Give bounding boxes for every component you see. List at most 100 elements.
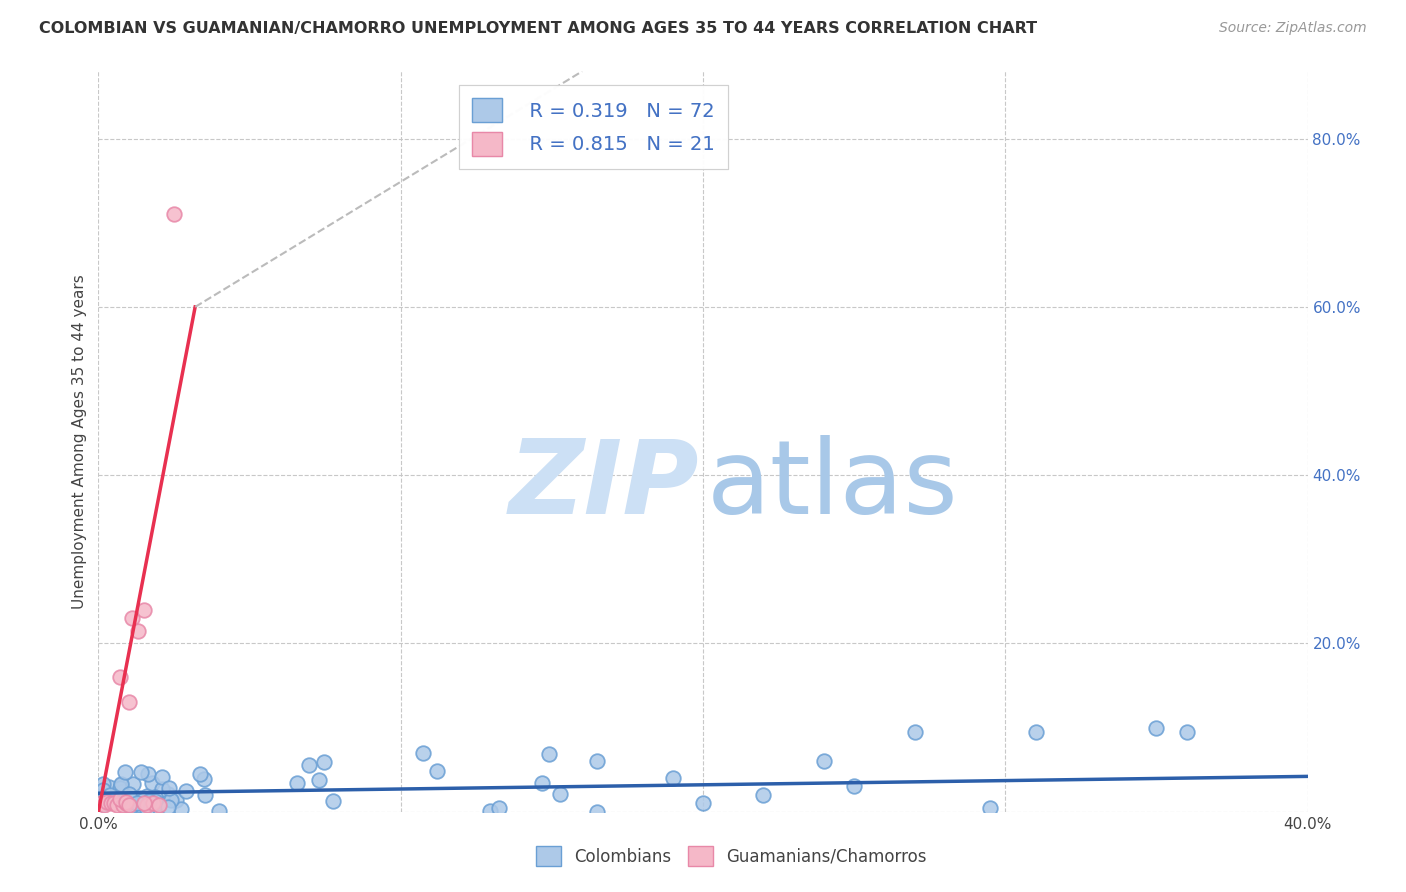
Point <box>163 207 186 221</box>
Point <box>93 797 115 812</box>
Point <box>100 797 122 811</box>
Point <box>146 797 169 811</box>
Point <box>170 802 193 816</box>
Point <box>1144 721 1167 735</box>
Point <box>157 780 180 795</box>
Point <box>100 791 122 805</box>
Point <box>586 805 609 819</box>
Legend:   R = 0.319   N = 72,   R = 0.815   N = 21: R = 0.319 N = 72, R = 0.815 N = 21 <box>458 85 728 169</box>
Point <box>125 796 148 810</box>
Point <box>118 797 141 812</box>
Point <box>531 776 554 790</box>
Point <box>110 778 132 792</box>
Point <box>121 777 143 791</box>
Point <box>844 780 866 794</box>
Point <box>114 797 136 811</box>
Point <box>132 603 155 617</box>
Point <box>1175 724 1198 739</box>
Point <box>174 784 197 798</box>
Point <box>194 788 217 802</box>
Point <box>285 776 308 790</box>
Point <box>188 767 211 781</box>
Point <box>160 793 183 807</box>
Legend: Colombians, Guamanians/Chamorros: Colombians, Guamanians/Chamorros <box>529 839 934 873</box>
Point <box>118 789 141 804</box>
Point <box>115 797 138 811</box>
Point <box>208 804 231 818</box>
Point <box>128 797 150 812</box>
Point <box>128 790 150 805</box>
Point <box>105 797 128 812</box>
Point <box>91 789 114 804</box>
Point <box>141 794 163 808</box>
Point <box>108 780 131 795</box>
Point <box>308 772 330 787</box>
Point <box>692 797 714 811</box>
Point <box>110 777 132 791</box>
Point <box>91 782 114 797</box>
Point <box>111 797 134 812</box>
Point <box>426 764 449 778</box>
Point <box>136 766 159 780</box>
Point <box>904 724 927 739</box>
Point <box>96 795 118 809</box>
Point <box>412 747 434 761</box>
Point <box>141 776 163 790</box>
Point <box>548 787 571 801</box>
Point <box>157 800 180 814</box>
Point <box>752 788 775 802</box>
Point <box>98 788 121 802</box>
Point <box>97 780 120 794</box>
Point <box>112 784 135 798</box>
Point <box>94 794 117 808</box>
Point <box>165 793 187 807</box>
Point <box>121 611 143 625</box>
Point <box>118 787 141 801</box>
Point <box>150 782 173 797</box>
Point <box>142 797 165 811</box>
Point <box>118 695 141 709</box>
Text: COLOMBIAN VS GUAMANIAN/CHAMORRO UNEMPLOYMENT AMONG AGES 35 TO 44 YEARS CORRELATI: COLOMBIAN VS GUAMANIAN/CHAMORRO UNEMPLOY… <box>39 21 1038 36</box>
Text: ZIP: ZIP <box>509 435 699 536</box>
Point <box>150 770 173 784</box>
Point <box>979 800 1001 814</box>
Point <box>661 771 683 785</box>
Point <box>114 765 136 780</box>
Point <box>478 804 501 818</box>
Point <box>813 754 835 768</box>
Text: Source: ZipAtlas.com: Source: ZipAtlas.com <box>1219 21 1367 35</box>
Point <box>298 757 321 772</box>
Point <box>586 754 609 768</box>
Point <box>120 793 142 807</box>
Point <box>135 797 157 812</box>
Point <box>108 792 131 806</box>
Point <box>91 797 114 812</box>
Point <box>108 670 131 684</box>
Point <box>193 772 215 786</box>
Y-axis label: Unemployment Among Ages 35 to 44 years: Unemployment Among Ages 35 to 44 years <box>72 274 87 609</box>
Point <box>322 794 344 808</box>
Text: atlas: atlas <box>707 435 959 536</box>
Point <box>136 802 159 816</box>
Point <box>538 747 561 761</box>
Point <box>138 794 160 808</box>
Point <box>105 791 128 805</box>
Point <box>120 799 142 814</box>
Point <box>145 799 167 814</box>
Point <box>90 797 112 811</box>
Point <box>143 794 166 808</box>
Point <box>156 787 179 801</box>
Point <box>93 776 115 790</box>
Point <box>1024 724 1046 739</box>
Point <box>143 789 166 804</box>
Point <box>136 789 159 804</box>
Point <box>132 797 155 811</box>
Point <box>312 755 335 769</box>
Point <box>129 764 152 779</box>
Point <box>127 624 149 638</box>
Point <box>103 797 125 811</box>
Point <box>132 792 155 806</box>
Point <box>488 801 510 815</box>
Point <box>148 797 170 812</box>
Point <box>114 795 136 809</box>
